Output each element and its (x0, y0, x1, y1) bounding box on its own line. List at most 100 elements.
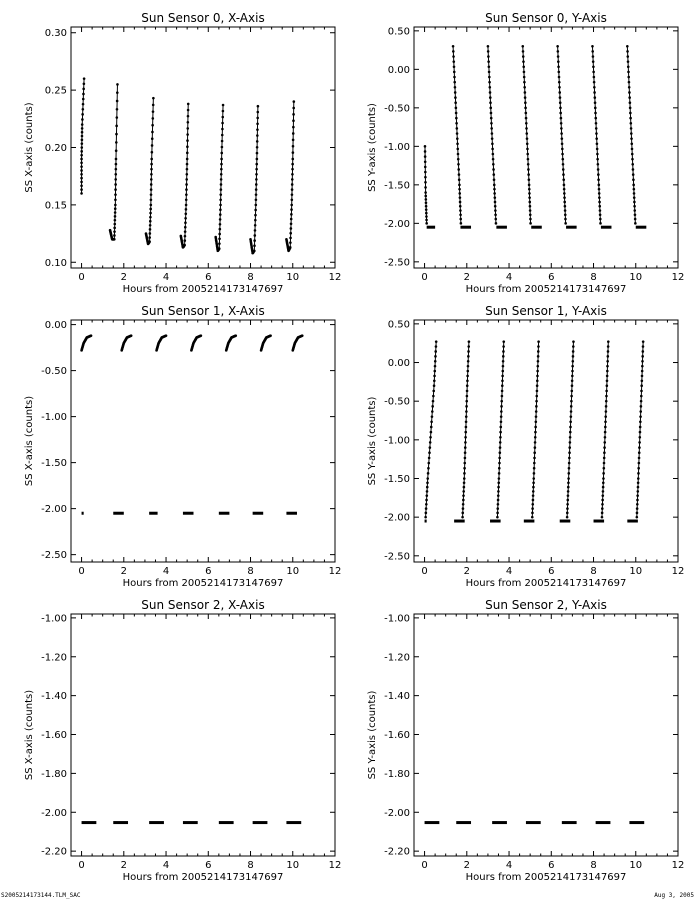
y-tick-label: -2.20 (41, 847, 67, 858)
x-tick-label: 8 (247, 860, 253, 871)
y-tick-label: -2.00 (41, 504, 67, 515)
data-trace (626, 46, 636, 224)
chart-title: Sun Sensor 1, X-Axis (141, 304, 264, 318)
y-tick-label: 0.50 (388, 319, 410, 330)
chart-panel-2: Sun Sensor 1, X-Axis 0 2 4 6 8 10 12 -2.50 -2.00 -… (24, 304, 341, 589)
y-tick-label: 0.00 (388, 358, 410, 369)
data-trace (81, 335, 92, 351)
data-segment (556, 44, 567, 225)
data-segment (214, 103, 225, 253)
x-tick-label: 0 (421, 860, 427, 871)
x-tick-label: 2 (464, 272, 470, 283)
x-axis-label: Hours from 2005214173147697 (123, 284, 284, 295)
y-tick-label: -2.00 (384, 219, 410, 230)
data-segment (179, 102, 190, 249)
y-axis-label: SS Y-axis (counts) (367, 690, 378, 779)
x-tick-label: 10 (629, 566, 642, 577)
data-trace (215, 105, 224, 253)
x-tick-label: 10 (286, 566, 299, 577)
x-tick-label: 10 (286, 860, 299, 871)
x-tick-label: 6 (205, 860, 211, 871)
data-trace (601, 341, 609, 518)
data-trace (591, 46, 601, 224)
data-point (116, 83, 119, 86)
data-trace (156, 335, 167, 351)
chart-panel-4: Sun Sensor 2, X-Axis 0 2 4 6 8 10 12 -2.20 -2.00 -… (24, 598, 341, 883)
y-tick-label: -2.50 (384, 257, 410, 268)
data-segment (423, 145, 428, 225)
data-trace (531, 341, 540, 518)
data-trace (285, 101, 295, 253)
y-tick-label: -1.00 (41, 412, 67, 423)
x-axis-label: Hours from 2005214173147697 (466, 284, 627, 295)
data-segment (249, 104, 260, 255)
chart-panel-3: Sun Sensor 1, Y-Axis 0 2 4 6 8 10 12 -2.50 -2.00 -… (367, 304, 684, 589)
y-tick-label: -2.50 (41, 550, 67, 561)
y-tick-label: -2.20 (384, 847, 410, 858)
data-trace (496, 341, 505, 518)
plot-frame (70, 613, 336, 857)
y-tick-label: -1.20 (384, 652, 410, 663)
x-tick-label: 6 (548, 860, 554, 871)
x-tick-label: 0 (421, 272, 427, 283)
data-trace (557, 46, 567, 224)
y-tick-label: -2.50 (384, 551, 410, 562)
x-tick-label: 4 (506, 860, 512, 871)
x-axis-label: Hours from 2005214173147697 (123, 872, 284, 883)
data-segment (626, 44, 637, 225)
data-trace (522, 46, 532, 224)
plot-frame (413, 26, 679, 269)
y-tick-label: -1.50 (41, 458, 67, 469)
y-tick-label: -1.00 (384, 435, 410, 446)
x-axis-label: Hours from 2005214173147697 (123, 578, 284, 589)
data-trace (425, 341, 437, 518)
x-tick-label: 4 (506, 566, 512, 577)
x-tick-label: 2 (464, 566, 470, 577)
y-tick-label: -1.80 (384, 769, 410, 780)
x-axis-label: Hours from 2005214173147697 (466, 578, 627, 589)
x-tick-label: 4 (163, 566, 169, 577)
y-axis-label: SS X-axis (counts) (24, 396, 35, 486)
data-segment (108, 83, 119, 241)
x-tick-label: 10 (629, 272, 642, 283)
data-trace (636, 341, 644, 518)
x-tick-label: 0 (421, 566, 427, 577)
data-segment (591, 44, 602, 225)
y-axis-label: SS Y-axis (counts) (367, 103, 378, 192)
chart-panel-0: Sun Sensor 0, X-Axis 0 2 4 6 8 10 12 0.10 0.15 0.2… (24, 11, 341, 295)
y-tick-label: -1.60 (41, 730, 67, 741)
x-tick-label: 2 (121, 566, 127, 577)
y-tick-label: -2.00 (41, 808, 67, 819)
data-trace (452, 46, 462, 224)
data-trace (292, 335, 303, 351)
x-tick-label: 2 (464, 860, 470, 871)
chart-panel-5: Sun Sensor 2, Y-Axis 0 2 4 6 8 10 12 -2.20 -2.00 -… (367, 598, 684, 883)
data-segment (521, 44, 532, 225)
data-trace (190, 335, 202, 351)
data-segment (496, 340, 506, 519)
x-tick-label: 12 (329, 272, 342, 283)
x-tick-label: 4 (163, 272, 169, 283)
data-segment (80, 334, 93, 352)
data-segment (120, 334, 133, 352)
x-tick-label: 10 (286, 272, 299, 283)
data-segment (635, 340, 645, 519)
y-tick-label: -1.60 (384, 730, 410, 741)
y-tick-label: -1.50 (384, 180, 410, 191)
y-tick-label: -0.50 (384, 103, 410, 114)
plot-frame (413, 613, 679, 857)
data-segment (80, 77, 86, 195)
x-tick-label: 0 (78, 860, 84, 871)
x-tick-label: 0 (78, 272, 84, 283)
chart-title: Sun Sensor 2, Y-Axis (485, 598, 607, 612)
footer-date: Aug 3, 2005 (654, 892, 694, 899)
x-tick-label: 12 (672, 272, 685, 283)
data-trace (566, 341, 574, 518)
data-point (221, 103, 225, 107)
y-tick-label: 0.25 (45, 86, 67, 97)
y-tick-label: -1.20 (41, 652, 67, 663)
x-axis-label: Hours from 2005214173147697 (466, 872, 627, 883)
y-tick-label: -1.80 (41, 769, 67, 780)
y-tick-label: 0.20 (45, 143, 67, 154)
x-tick-label: 12 (329, 860, 342, 871)
